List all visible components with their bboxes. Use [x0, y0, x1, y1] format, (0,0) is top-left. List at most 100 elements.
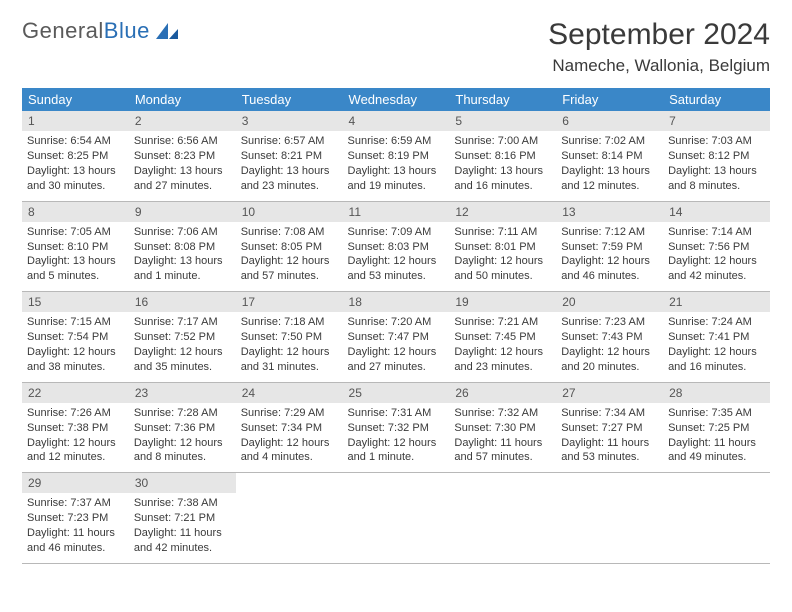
calendar-day-cell	[236, 473, 343, 564]
calendar-day-cell: 27Sunrise: 7:34 AMSunset: 7:27 PMDayligh…	[556, 382, 663, 473]
day-number: 5	[449, 111, 556, 131]
day-number: 13	[556, 202, 663, 222]
daylight-text-1: Daylight: 12 hours	[134, 345, 231, 360]
daylight-text-2: and 57 minutes.	[241, 269, 338, 284]
daylight-text-1: Daylight: 11 hours	[454, 436, 551, 451]
sunset-text: Sunset: 7:32 PM	[348, 421, 445, 436]
sunset-text: Sunset: 7:25 PM	[668, 421, 765, 436]
calendar-day-cell: 5Sunrise: 7:00 AMSunset: 8:16 PMDaylight…	[449, 111, 556, 201]
daylight-text-2: and 12 minutes.	[27, 450, 124, 465]
day-number: 3	[236, 111, 343, 131]
daylight-text-2: and 27 minutes.	[134, 179, 231, 194]
daylight-text-1: Daylight: 12 hours	[348, 254, 445, 269]
day-number-empty	[343, 473, 450, 493]
day-number: 19	[449, 292, 556, 312]
sunrise-text: Sunrise: 7:38 AM	[134, 496, 231, 511]
sunrise-text: Sunrise: 7:02 AM	[561, 134, 658, 149]
daylight-text-2: and 38 minutes.	[27, 360, 124, 375]
calendar-day-cell: 23Sunrise: 7:28 AMSunset: 7:36 PMDayligh…	[129, 382, 236, 473]
day-number: 21	[663, 292, 770, 312]
weekday-header: Saturday	[663, 88, 770, 111]
calendar-week-row: 15Sunrise: 7:15 AMSunset: 7:54 PMDayligh…	[22, 292, 770, 383]
sunrise-text: Sunrise: 7:24 AM	[668, 315, 765, 330]
daylight-text-1: Daylight: 12 hours	[454, 345, 551, 360]
calendar-day-cell: 28Sunrise: 7:35 AMSunset: 7:25 PMDayligh…	[663, 382, 770, 473]
daylight-text-1: Daylight: 12 hours	[561, 254, 658, 269]
daylight-text-2: and 23 minutes.	[241, 179, 338, 194]
sunrise-text: Sunrise: 7:18 AM	[241, 315, 338, 330]
sunrise-text: Sunrise: 6:56 AM	[134, 134, 231, 149]
sunset-text: Sunset: 8:21 PM	[241, 149, 338, 164]
daylight-text-1: Daylight: 12 hours	[241, 436, 338, 451]
logo: GeneralBlue	[22, 18, 180, 44]
day-number: 23	[129, 383, 236, 403]
sunrise-text: Sunrise: 7:05 AM	[27, 225, 124, 240]
daylight-text-1: Daylight: 11 hours	[561, 436, 658, 451]
sunrise-text: Sunrise: 7:29 AM	[241, 406, 338, 421]
daylight-text-1: Daylight: 12 hours	[454, 254, 551, 269]
day-number: 4	[343, 111, 450, 131]
daylight-text-2: and 30 minutes.	[27, 179, 124, 194]
daylight-text-2: and 5 minutes.	[27, 269, 124, 284]
calendar-day-cell	[663, 473, 770, 564]
sunset-text: Sunset: 7:45 PM	[454, 330, 551, 345]
sunrise-text: Sunrise: 7:31 AM	[348, 406, 445, 421]
sunset-text: Sunset: 7:38 PM	[27, 421, 124, 436]
sunrise-text: Sunrise: 7:15 AM	[27, 315, 124, 330]
weekday-header: Wednesday	[343, 88, 450, 111]
daylight-text-1: Daylight: 12 hours	[27, 436, 124, 451]
daylight-text-2: and 31 minutes.	[241, 360, 338, 375]
daylight-text-2: and 1 minute.	[348, 450, 445, 465]
page-header: GeneralBlue September 2024 Nameche, Wall…	[22, 18, 770, 76]
calendar-day-cell: 1Sunrise: 6:54 AMSunset: 8:25 PMDaylight…	[22, 111, 129, 201]
daylight-text-2: and 42 minutes.	[134, 541, 231, 556]
day-number: 14	[663, 202, 770, 222]
sunset-text: Sunset: 8:03 PM	[348, 240, 445, 255]
sunset-text: Sunset: 7:47 PM	[348, 330, 445, 345]
day-number: 9	[129, 202, 236, 222]
day-number: 17	[236, 292, 343, 312]
day-number: 29	[22, 473, 129, 493]
weekday-header-row: Sunday Monday Tuesday Wednesday Thursday…	[22, 88, 770, 111]
sunrise-text: Sunrise: 7:14 AM	[668, 225, 765, 240]
logo-text-general: General	[22, 18, 104, 44]
day-number: 7	[663, 111, 770, 131]
day-number: 1	[22, 111, 129, 131]
calendar-day-cell: 14Sunrise: 7:14 AMSunset: 7:56 PMDayligh…	[663, 201, 770, 292]
sunset-text: Sunset: 7:21 PM	[134, 511, 231, 526]
day-number-empty	[556, 473, 663, 493]
sunset-text: Sunset: 8:08 PM	[134, 240, 231, 255]
calendar-day-cell: 24Sunrise: 7:29 AMSunset: 7:34 PMDayligh…	[236, 382, 343, 473]
sunset-text: Sunset: 7:30 PM	[454, 421, 551, 436]
daylight-text-1: Daylight: 13 hours	[454, 164, 551, 179]
sunrise-text: Sunrise: 7:11 AM	[454, 225, 551, 240]
calendar-day-cell: 10Sunrise: 7:08 AMSunset: 8:05 PMDayligh…	[236, 201, 343, 292]
day-number: 27	[556, 383, 663, 403]
day-number: 18	[343, 292, 450, 312]
calendar-day-cell: 9Sunrise: 7:06 AMSunset: 8:08 PMDaylight…	[129, 201, 236, 292]
weekday-header: Sunday	[22, 88, 129, 111]
daylight-text-2: and 42 minutes.	[668, 269, 765, 284]
sunset-text: Sunset: 8:25 PM	[27, 149, 124, 164]
daylight-text-1: Daylight: 12 hours	[561, 345, 658, 360]
daylight-text-1: Daylight: 12 hours	[27, 345, 124, 360]
sunrise-text: Sunrise: 7:17 AM	[134, 315, 231, 330]
daylight-text-1: Daylight: 12 hours	[241, 345, 338, 360]
daylight-text-1: Daylight: 13 hours	[561, 164, 658, 179]
day-number: 22	[22, 383, 129, 403]
calendar-day-cell	[556, 473, 663, 564]
sunset-text: Sunset: 7:56 PM	[668, 240, 765, 255]
day-number: 20	[556, 292, 663, 312]
sunrise-text: Sunrise: 7:09 AM	[348, 225, 445, 240]
calendar-day-cell: 2Sunrise: 6:56 AMSunset: 8:23 PMDaylight…	[129, 111, 236, 201]
daylight-text-1: Daylight: 13 hours	[134, 164, 231, 179]
daylight-text-2: and 27 minutes.	[348, 360, 445, 375]
daylight-text-2: and 50 minutes.	[454, 269, 551, 284]
daylight-text-1: Daylight: 13 hours	[668, 164, 765, 179]
daylight-text-2: and 12 minutes.	[561, 179, 658, 194]
daylight-text-1: Daylight: 12 hours	[348, 436, 445, 451]
calendar-day-cell: 22Sunrise: 7:26 AMSunset: 7:38 PMDayligh…	[22, 382, 129, 473]
weekday-header: Monday	[129, 88, 236, 111]
sunset-text: Sunset: 8:23 PM	[134, 149, 231, 164]
daylight-text-2: and 8 minutes.	[668, 179, 765, 194]
